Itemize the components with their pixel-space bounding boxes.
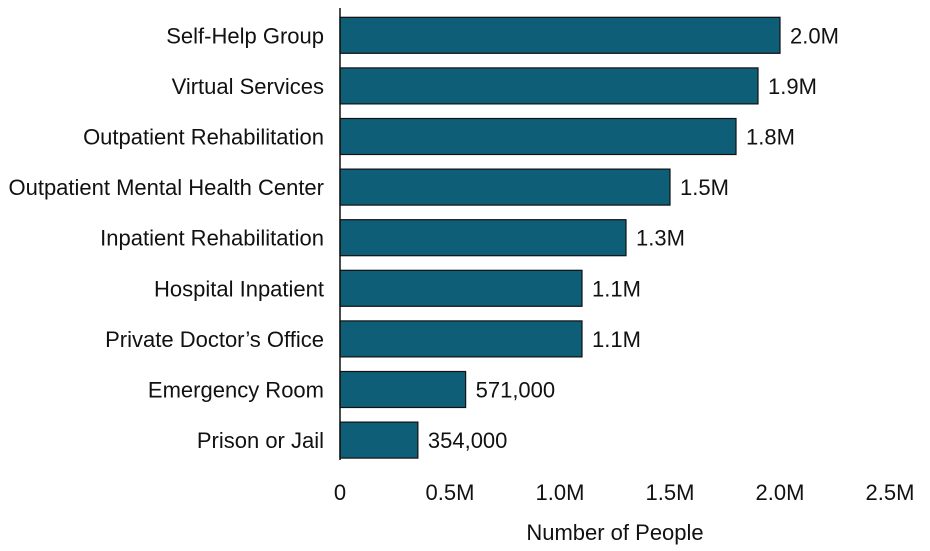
category-label: Virtual Services — [172, 74, 324, 99]
x-tick-label: 1.5M — [646, 480, 695, 505]
x-axis-title: Number of People — [526, 520, 703, 545]
x-tick-labels: 0 0.5M 1.0M 1.5M 2.0M 2.5M — [334, 480, 915, 505]
category-label: Private Doctor’s Office — [105, 327, 324, 352]
bar — [339, 269, 583, 307]
category-label: Inpatient Rehabilitation — [100, 226, 324, 251]
category-label: Outpatient Rehabilitation — [83, 125, 324, 150]
bar — [339, 421, 419, 459]
data-label: 1.5M — [680, 175, 729, 200]
data-label: 354,000 — [428, 428, 508, 453]
category-label: Emergency Room — [148, 378, 324, 403]
bar — [339, 219, 627, 257]
bar — [339, 117, 737, 156]
category-labels: Self-Help Group Virtual Services Outpatien… — [8, 23, 324, 453]
bar — [339, 320, 583, 358]
data-label: 1.1M — [592, 276, 641, 301]
category-label: Hospital Inpatient — [154, 276, 324, 301]
category-label: Outpatient Mental Health Center — [8, 175, 324, 200]
data-label: 1.8M — [746, 125, 795, 150]
category-label: Prison or Jail — [197, 428, 324, 453]
x-tick-label: 2.5M — [866, 480, 915, 505]
bar — [339, 16, 781, 54]
category-label: Self-Help Group — [166, 23, 324, 48]
data-label: 1.3M — [636, 226, 685, 251]
data-label: 571,000 — [476, 378, 556, 403]
bar — [339, 168, 671, 206]
x-tick-label: 0 — [334, 480, 346, 505]
bar — [339, 370, 467, 409]
data-label: 1.1M — [592, 327, 641, 352]
data-label: 2.0M — [790, 23, 839, 48]
x-tick-label: 1.0M — [536, 480, 585, 505]
x-tick-label: 0.5M — [426, 480, 475, 505]
value-labels: 2.0M 1.9M 1.8M 1.5M 1.3M 1.1M 1.1M 571,000 354,0… — [428, 23, 839, 453]
bars-group — [339, 16, 781, 459]
bar — [339, 67, 759, 105]
x-tick-label: 2.0M — [756, 480, 805, 505]
data-label: 1.9M — [768, 74, 817, 99]
